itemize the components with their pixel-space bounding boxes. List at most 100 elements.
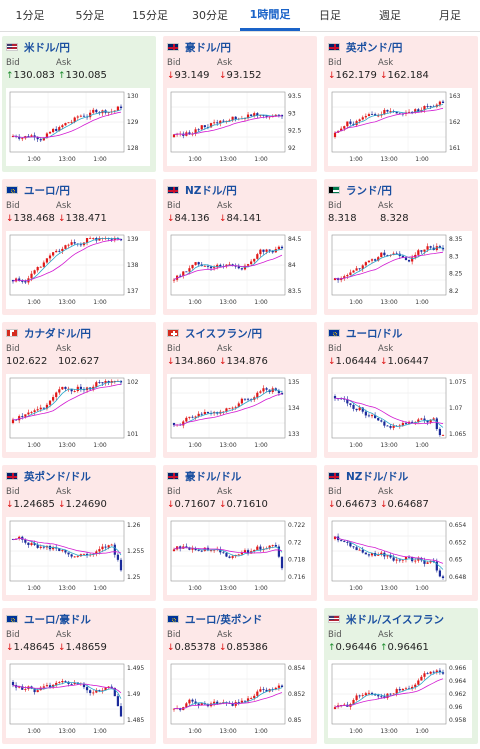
pair-name[interactable]: ユーロ/英ポンド xyxy=(185,613,263,626)
quotes: ↓1.24685 ↓1.24690 xyxy=(6,499,110,510)
tab-1[interactable]: 5分足 xyxy=(75,9,105,22)
mini-chart[interactable]: 84.5 84 83.5 1:00 13:00 1:00 xyxy=(167,231,311,309)
mini-chart[interactable]: 1.075 1.07 1.065 1:00 13:00 1:00 xyxy=(328,374,472,452)
currency-card[interactable]: 米ドル/円 Bid Ask ↑130.083 ↑130.085 130 129 12… xyxy=(2,36,156,172)
tab-6[interactable]: 週足 xyxy=(379,9,401,22)
mini-chart[interactable]: 0.854 0.852 0.85 1:00 13:00 1:00 xyxy=(167,660,311,738)
candle-body xyxy=(172,549,176,551)
mini-chart[interactable]: 102 101 1:00 13:00 1:00 xyxy=(6,374,150,452)
candle-body xyxy=(216,264,219,268)
candle-body xyxy=(42,138,45,141)
uk-us-flag-icon xyxy=(6,472,18,480)
ch-flag-icon xyxy=(167,329,179,337)
currency-card[interactable]: ランド/円 Bid Ask 8.318 8.328 8.35 8.3 8.25 8.2… xyxy=(324,179,478,315)
candle-body xyxy=(243,550,247,553)
candle-body xyxy=(21,281,24,282)
y-tick-label: 1.065 xyxy=(449,431,466,438)
currency-card[interactable]: スイスフラン/円 Bid Ask ↓134.860 ↓134.876 135 13… xyxy=(163,322,317,458)
candle-body xyxy=(48,132,52,134)
candle-body xyxy=(209,266,213,269)
pair-name[interactable]: ユーロ/豪ドル xyxy=(24,613,91,626)
ma-long-line xyxy=(334,678,444,708)
pair-name[interactable]: ユーロ/円 xyxy=(24,184,70,197)
bid-label: Bid xyxy=(328,630,342,640)
candle-body xyxy=(374,694,377,696)
candle-body xyxy=(280,393,284,395)
mini-chart[interactable]: 135 134 133 1:00 13:00 1:00 xyxy=(167,374,311,452)
mini-chart[interactable]: 8.35 8.3 8.25 8.2 1:00 13:00 1:00 xyxy=(328,231,472,309)
candle-body xyxy=(246,114,250,119)
pair-name[interactable]: 英ポンド/ドル xyxy=(24,470,91,483)
mini-chart[interactable]: 130 129 128 1:00 13:00 1:00 xyxy=(6,88,150,166)
currency-card[interactable]: カナダドル/円 Bid Ask 102.622 102.627 102 101 1:… xyxy=(2,322,156,458)
candle-body xyxy=(404,257,408,261)
ask-quote: ↑0.96461 xyxy=(380,642,432,653)
pair-name[interactable]: NZドル/ドル xyxy=(346,470,409,483)
y-tick-label: 84.5 xyxy=(288,236,302,243)
x-tick-label: 1:00 xyxy=(254,442,268,449)
candle-body xyxy=(39,139,42,141)
pair-name[interactable]: 英ポンド/円 xyxy=(346,41,403,54)
currency-card[interactable]: NZドル/円 Bid Ask ↓84.136 ↓84.141 84.5 84 83.… xyxy=(163,179,317,315)
tab-3[interactable]: 30分足 xyxy=(192,9,228,22)
pair-name[interactable]: スイスフラン/円 xyxy=(185,327,263,340)
pair-name[interactable]: NZドル/円 xyxy=(185,184,237,197)
candle-body xyxy=(194,262,197,265)
pair-name[interactable]: 米ドル/スイスフラン xyxy=(346,613,445,626)
up-arrow-icon: ↑ xyxy=(380,643,388,653)
mini-chart[interactable]: 1.26 1.255 1.25 1:00 13:00 1:00 xyxy=(6,517,150,595)
mini-chart[interactable]: 139 138 137 1:00 13:00 1:00 xyxy=(6,231,150,309)
candle-body xyxy=(380,420,383,422)
x-tick-label: 1:00 xyxy=(93,299,107,306)
currency-card[interactable]: NZドル/ドル Bid Ask ↓0.64673 ↓0.64687 0.654 0… xyxy=(324,465,478,601)
mini-chart[interactable]: 0.966 0.964 0.962 0.96 0.958 1:00 13:00 1:00 xyxy=(328,660,472,738)
mini-chart[interactable]: 1.495 1.49 1.485 1:00 13:00 1:00 xyxy=(6,660,150,738)
currency-card[interactable]: 豪ドル/ドル Bid Ask ↓0.71607 ↓0.71610 0.722 0.… xyxy=(163,465,317,601)
pair-name[interactable]: ユーロ/ドル xyxy=(346,327,403,340)
candle-body xyxy=(172,134,176,137)
currency-card[interactable]: ユーロ/英ポンド Bid Ask ↓0.85378 ↓0.85386 0.854… xyxy=(163,608,317,744)
mini-chart[interactable]: 0.722 0.72 0.718 0.716 1:00 13:00 1:00 xyxy=(167,517,311,595)
bid-quote: ↓1.48645 xyxy=(6,642,58,653)
currency-card[interactable]: 豪ドル/円 Bid Ask ↓93.149 ↓93.152 93.5 93 92.5… xyxy=(163,36,317,172)
candle-body xyxy=(179,546,182,549)
candle-body xyxy=(411,257,414,262)
mini-chart[interactable]: 163 162 161 1:00 13:00 1:00 xyxy=(328,88,472,166)
pair-name[interactable]: カナダドル/円 xyxy=(24,327,91,340)
y-tick-label: 130 xyxy=(127,93,139,100)
pair-name[interactable]: 豪ドル/円 xyxy=(185,41,231,54)
candle-body xyxy=(395,689,398,694)
candle-body xyxy=(73,682,76,685)
tab-7[interactable]: 月足 xyxy=(439,9,461,22)
tab-5[interactable]: 日足 xyxy=(319,9,341,22)
quotes: ↓138.468 ↓138.471 xyxy=(6,213,110,224)
candle-body xyxy=(73,391,76,392)
candle-body xyxy=(30,273,33,279)
candle-body xyxy=(228,408,231,410)
currency-card[interactable]: 英ポンド/ドル Bid Ask ↓1.24685 ↓1.24690 1.26 1.… xyxy=(2,465,156,601)
candle-body xyxy=(188,416,191,418)
pair-name[interactable]: 米ドル/円 xyxy=(24,41,70,54)
candle-body xyxy=(237,554,240,556)
currency-card[interactable]: 米ドル/スイスフラン Bid Ask ↑0.96446 ↑0.96461 0.9… xyxy=(324,608,478,744)
candle-body xyxy=(383,696,386,699)
currency-card[interactable]: ユーロ/ドル Bid Ask ↓1.06444 ↓1.06447 1.075 1.… xyxy=(324,322,478,458)
candle-body xyxy=(340,540,343,542)
y-tick-label: 8.35 xyxy=(449,236,463,243)
candle-body xyxy=(377,695,380,697)
tab-0[interactable]: 1分足 xyxy=(15,9,45,22)
mini-chart[interactable]: 0.654 0.652 0.65 0.648 1:00 13:00 1:00 xyxy=(328,517,472,595)
candle-body xyxy=(346,121,349,127)
currency-card[interactable]: ユーロ/円 Bid Ask ↓138.468 ↓138.471 139 138 13… xyxy=(2,179,156,315)
bid-label: Bid xyxy=(328,58,342,68)
tab-4[interactable]: 1時間足 xyxy=(240,0,300,31)
candle-body xyxy=(179,275,182,277)
quotes: ↑130.083 ↑130.085 xyxy=(6,70,110,81)
bid-value: 0.64673 xyxy=(335,499,377,510)
mini-chart[interactable]: 93.5 93 92.5 92 1:00 13:00 1:00 xyxy=(167,88,311,166)
pair-name[interactable]: ランド/円 xyxy=(346,184,392,197)
pair-name[interactable]: 豪ドル/ドル xyxy=(185,470,242,483)
currency-card[interactable]: ユーロ/豪ドル Bid Ask ↓1.48645 ↓1.48659 1.495 1… xyxy=(2,608,156,744)
currency-card[interactable]: 英ポンド/円 Bid Ask ↓162.179 ↓162.184 163 162 1… xyxy=(324,36,478,172)
tab-2[interactable]: 15分足 xyxy=(132,9,168,22)
